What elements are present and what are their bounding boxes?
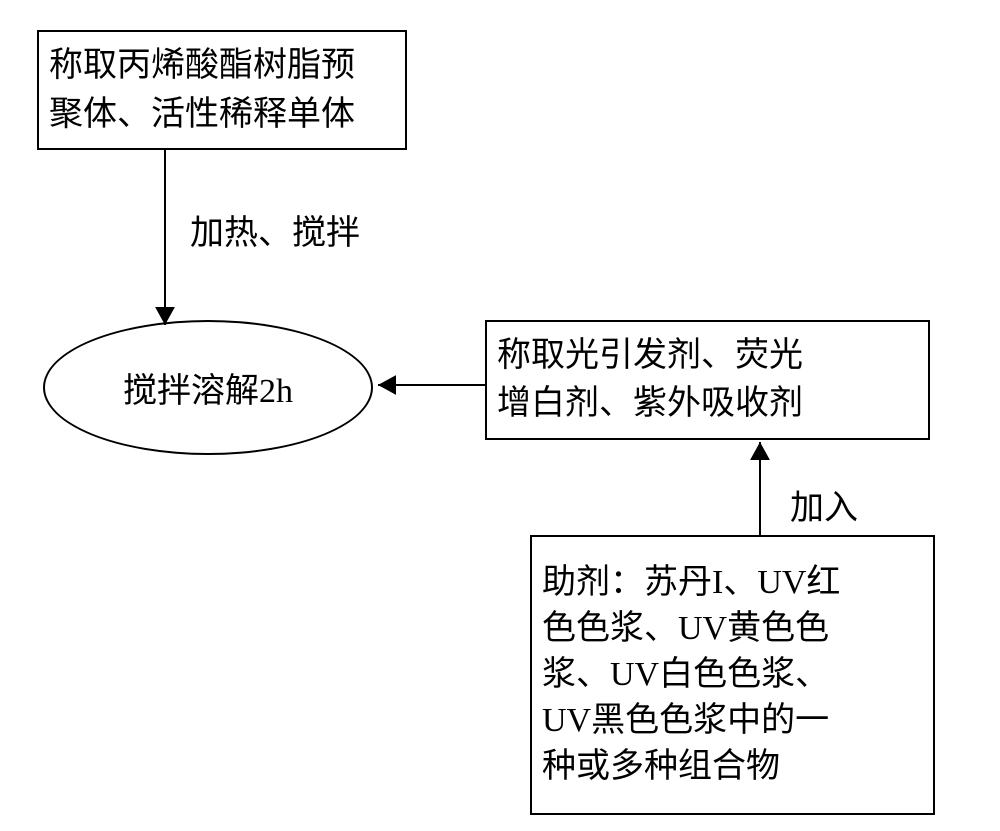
edge-label-heat-stir: 加热、搅拌 xyxy=(190,205,360,254)
node-stir-dissolve-text: 搅拌溶解2h xyxy=(123,363,293,412)
node-auxiliaries: 助剂：苏丹I、UV红 色色浆、UV黄色色 浆、UV白色色浆、 UV黑色色浆中的一… xyxy=(530,535,935,815)
node-weigh-resin-text: 称取丙烯酸酯树脂预 聚体、活性稀释单体 xyxy=(49,41,405,140)
node-weigh-resin: 称取丙烯酸酯树脂预 聚体、活性稀释单体 xyxy=(37,30,407,150)
edge-label-add: 加入 xyxy=(790,480,858,529)
node-weigh-additives: 称取光引发剂、荧光 增白剂、紫外吸收剂 xyxy=(485,320,930,440)
node-stir-dissolve: 搅拌溶解2h xyxy=(43,320,373,455)
node-weigh-additives-text: 称取光引发剂、荧光 增白剂、紫外吸收剂 xyxy=(497,332,928,427)
diagram-stage: 称取丙烯酸酯树脂预 聚体、活性稀释单体 搅拌溶解2h 称取光引发剂、荧光 增白剂… xyxy=(0,0,1000,831)
edge-label-add-text: 加入 xyxy=(790,490,858,527)
edge-label-heat-stir-text: 加热、搅拌 xyxy=(190,215,360,252)
node-auxiliaries-text: 助剂：苏丹I、UV红 色色浆、UV黄色色 浆、UV白色色浆、 UV黑色色浆中的一… xyxy=(542,560,933,789)
